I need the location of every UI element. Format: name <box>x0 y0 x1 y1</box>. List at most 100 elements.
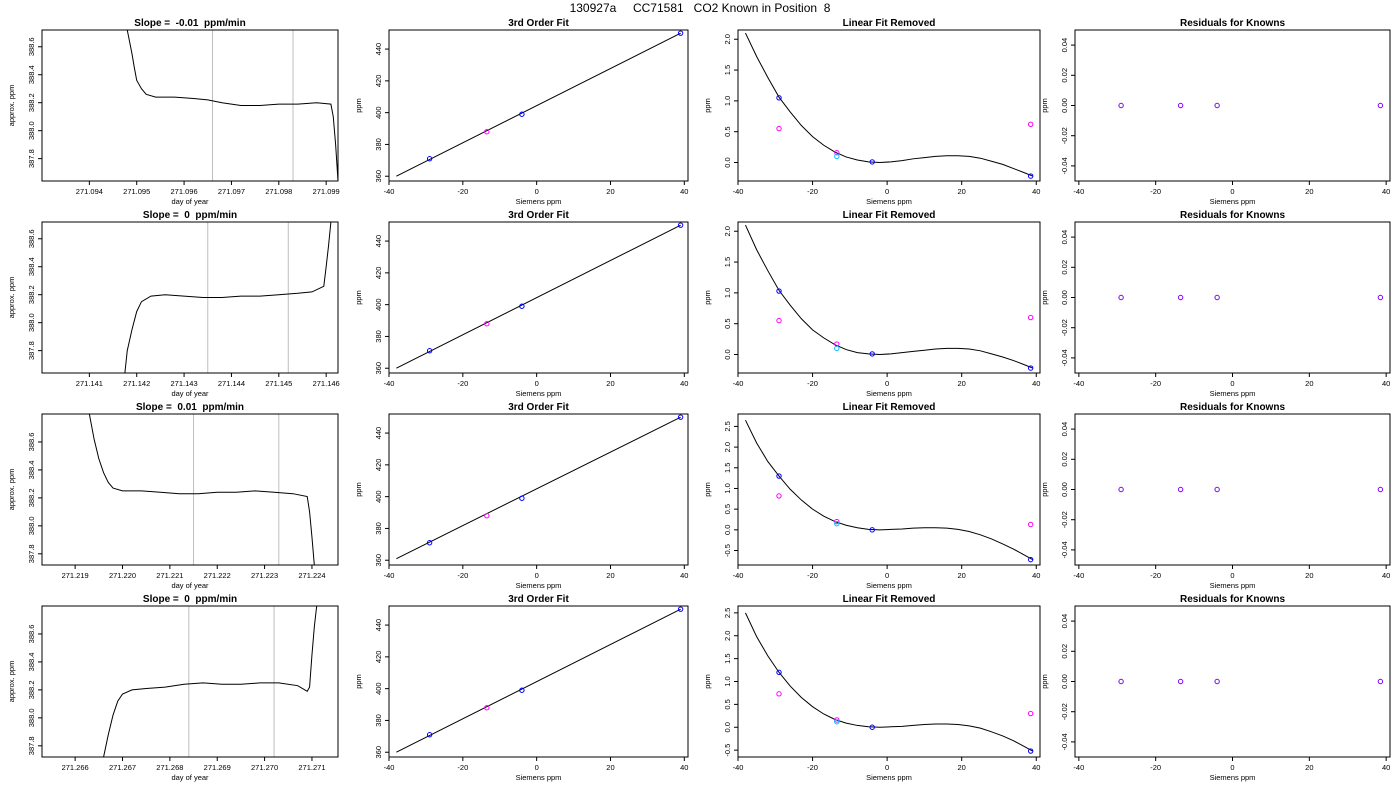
x-tick-label: 271.271 <box>298 763 325 772</box>
y-axis-label: approx. ppm <box>7 469 16 511</box>
data-point <box>1378 295 1382 299</box>
x-tick-label: 271.219 <box>62 571 89 580</box>
x-tick-label: 40 <box>1382 571 1390 580</box>
plot-data <box>1119 487 1383 491</box>
x-tick-label: 20 <box>606 571 614 580</box>
y-tick-label: 387.8 <box>27 544 36 563</box>
data-point <box>1028 122 1032 126</box>
y-tick-label: 388.6 <box>27 37 36 56</box>
y-axis-label: ppm <box>703 290 712 305</box>
plot-panel: Slope = 0 ppm/min271.266 271.267 271.268 27… <box>7 594 338 782</box>
plot-panel: Residuals for Knowns -40 -20 0 20 40 -0.04 -0.0… <box>1040 594 1390 782</box>
data-point <box>777 692 781 696</box>
plot-data <box>396 415 682 559</box>
data-point <box>1378 679 1382 683</box>
plot-title: Residuals for Knowns <box>1180 594 1285 605</box>
x-tick-label: -20 <box>1150 763 1161 772</box>
y-axis-label: ppm <box>354 674 363 689</box>
y-tick-label: 2.0 <box>723 34 732 44</box>
plot-data <box>745 225 1032 370</box>
y-tick-label: 0.04 <box>1060 230 1069 245</box>
y-axis-label: ppm <box>1040 98 1049 113</box>
x-tick-label: -20 <box>1150 187 1161 196</box>
plot-panel: Slope = 0.01 ppm/min271.219 271.220 271.22… <box>7 402 338 590</box>
x-tick-label: 271.096 <box>171 187 198 196</box>
plot-panel: Residuals for Knowns -40 -20 0 20 40 -0.04 -0.0… <box>1040 402 1390 590</box>
plot-panel: Residuals for Knowns -40 -20 0 20 40 -0.04 -0.0… <box>1040 18 1390 206</box>
x-tick-label: -20 <box>807 763 818 772</box>
x-tick-label: -40 <box>1073 187 1084 196</box>
x-tick-label: 20 <box>1305 571 1313 580</box>
plot-frame <box>42 30 338 181</box>
x-tick-label: 271.223 <box>251 571 278 580</box>
x-tick-label: 271.224 <box>298 571 325 580</box>
plot-title: 3rd Order Fit <box>508 18 569 29</box>
data-point <box>835 346 839 350</box>
data-point <box>777 318 781 322</box>
x-tick-label: 271.266 <box>62 763 89 772</box>
y-tick-label: -0.02 <box>1060 319 1069 336</box>
y-tick-label: 420 <box>374 459 383 472</box>
plot-panel: Slope = 0 ppm/min271.141 271.142 271.143 27… <box>7 210 340 398</box>
y-tick-label: 388.4 <box>27 65 36 84</box>
y-tick-label: -0.04 <box>1060 541 1069 558</box>
y-tick-label: 0.00 <box>1060 674 1069 689</box>
x-tick-label: -20 <box>807 571 818 580</box>
y-tick-label: 400 <box>374 682 383 695</box>
y-tick-label: 380 <box>374 522 383 535</box>
plot-data <box>1119 103 1383 107</box>
y-tick-label: -0.5 <box>723 544 732 557</box>
y-tick-label: 388.0 <box>27 516 36 535</box>
x-tick-label: 0 <box>1230 571 1234 580</box>
fit-line <box>396 609 680 752</box>
x-tick-label: 40 <box>1382 379 1390 388</box>
x-tick-label: 40 <box>1032 379 1040 388</box>
y-axis-label: ppm <box>703 98 712 113</box>
y-tick-label: 0.0 <box>723 525 732 535</box>
y-tick-label: 400 <box>374 490 383 503</box>
x-tick-label: 20 <box>958 763 966 772</box>
plot-title: Residuals for Knowns <box>1180 18 1285 29</box>
x-tick-label: 271.267 <box>109 763 136 772</box>
y-tick-label: -0.02 <box>1060 703 1069 720</box>
x-tick-label: 0 <box>885 571 889 580</box>
plot-title: Residuals for Knowns <box>1180 210 1285 221</box>
plot-frame <box>389 606 688 757</box>
y-tick-label: 440 <box>374 619 383 632</box>
y-tick-label: 387.8 <box>27 149 36 168</box>
fit-line <box>396 225 680 368</box>
plot-frame <box>42 414 338 565</box>
x-tick-label: -40 <box>384 379 395 388</box>
y-tick-label: 0.0 <box>723 349 732 359</box>
x-tick-label: -40 <box>1073 571 1084 580</box>
x-tick-label: 40 <box>680 763 688 772</box>
x-tick-label: 20 <box>958 379 966 388</box>
y-tick-label: 440 <box>374 235 383 248</box>
y-tick-label: 0.0 <box>723 722 732 732</box>
plot-frame <box>1075 414 1390 565</box>
x-axis-label: Siemens ppm <box>516 389 562 398</box>
plot-frame <box>1075 606 1390 757</box>
x-tick-label: 40 <box>1032 571 1040 580</box>
y-tick-label: 0.04 <box>1060 38 1069 53</box>
plot-title: Linear Fit Removed <box>843 210 936 221</box>
y-tick-label: 420 <box>374 75 383 88</box>
plot-data <box>745 33 1032 178</box>
fit-curve <box>745 225 1032 368</box>
x-tick-label: 271.146 <box>313 379 340 388</box>
plot-title: 3rd Order Fit <box>508 594 569 605</box>
y-axis-label: approx. ppm <box>7 85 16 127</box>
plot-panel: Linear Fit Removed -40 -20 0 20 40 -0.5 0.0 0.5 1… <box>703 402 1040 590</box>
x-axis-label: Siemens ppm <box>866 389 912 398</box>
plot-title: Linear Fit Removed <box>843 18 936 29</box>
fit-curve <box>745 613 1032 751</box>
plot-frame <box>389 30 688 181</box>
y-tick-label: -0.04 <box>1060 733 1069 750</box>
y-tick-label: 388.6 <box>27 229 36 248</box>
x-tick-label: -40 <box>733 379 744 388</box>
plot-data <box>1119 679 1383 683</box>
x-tick-label: 271.220 <box>109 571 136 580</box>
x-tick-label: 271.095 <box>123 187 150 196</box>
x-tick-label: -20 <box>457 763 468 772</box>
x-tick-label: 0 <box>885 763 889 772</box>
